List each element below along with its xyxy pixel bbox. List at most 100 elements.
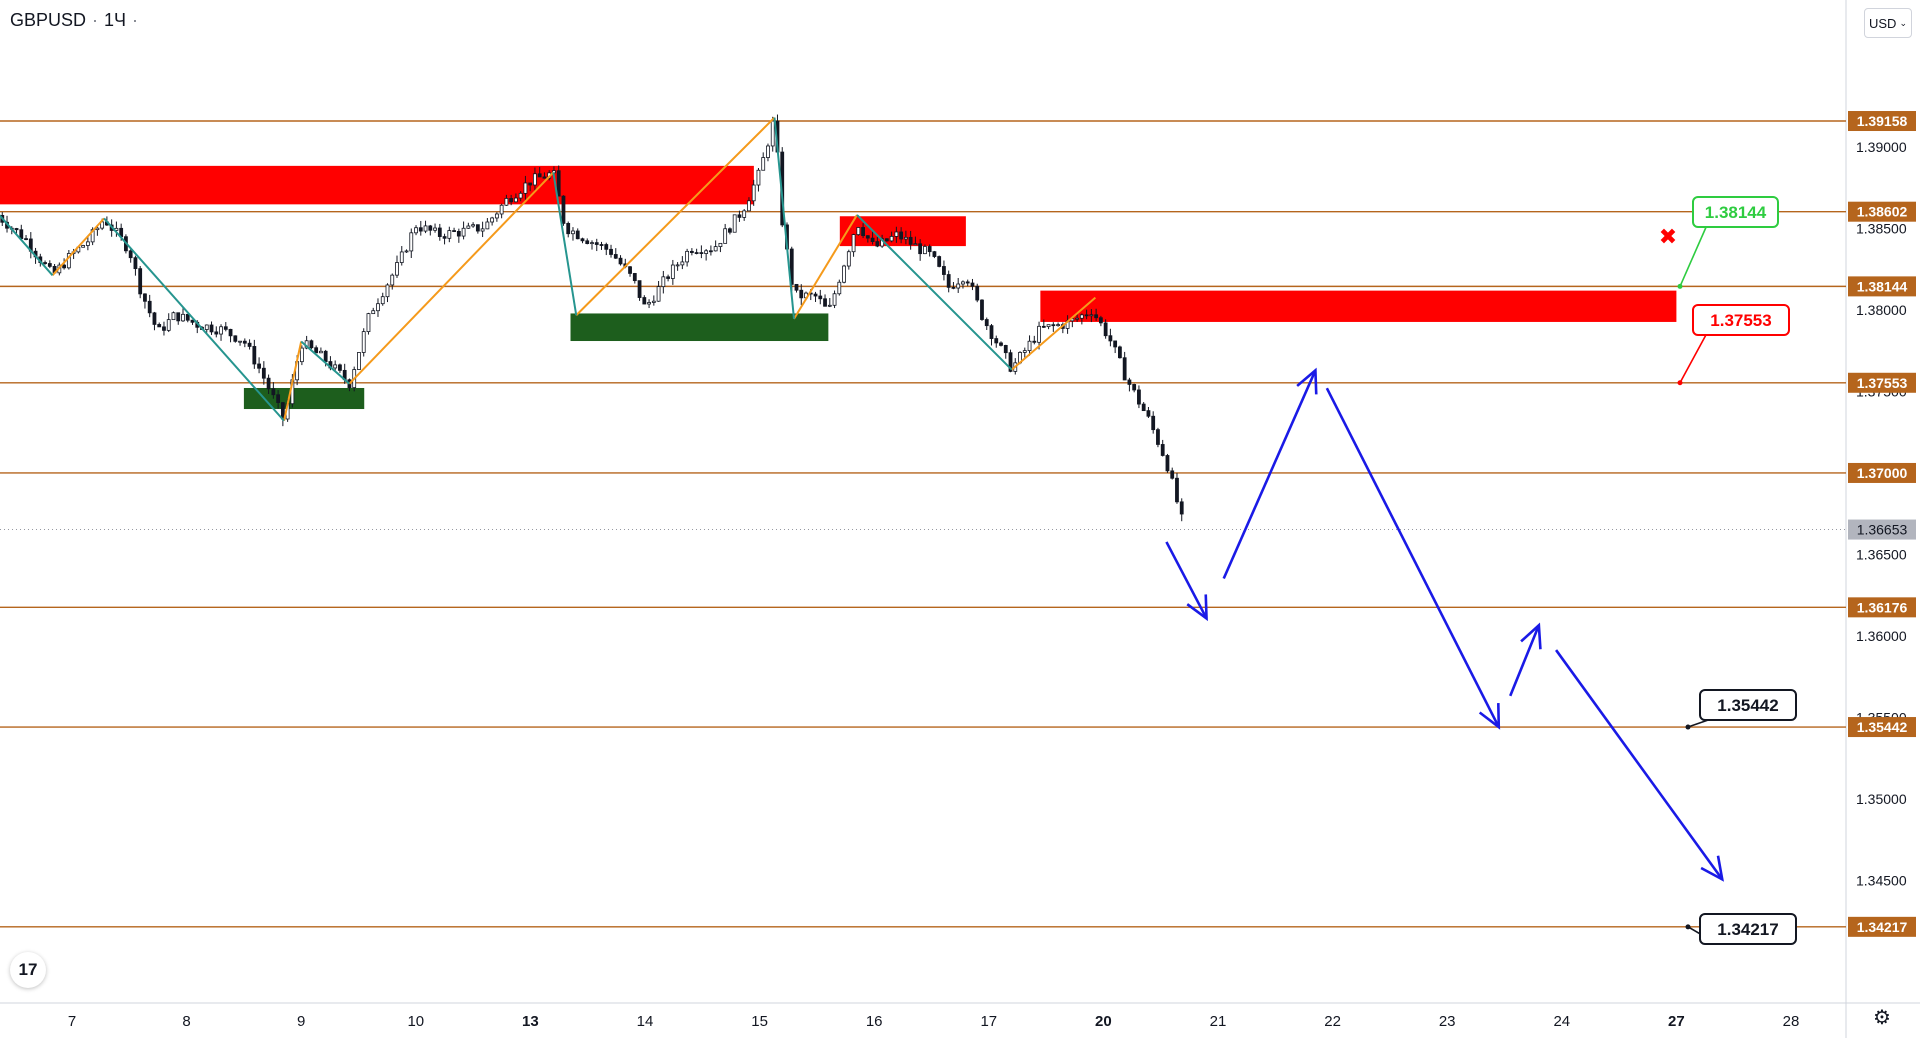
time-tick-label: 13 — [522, 1013, 539, 1030]
candle-body — [1141, 403, 1146, 412]
timeframe-label[interactable]: 1Ч — [104, 10, 127, 30]
candle-body — [447, 230, 452, 239]
candle-body — [1165, 455, 1170, 472]
candle-body — [14, 228, 19, 231]
candle-body — [81, 245, 86, 248]
candle-body — [504, 198, 509, 206]
target-callout-green-box — [1692, 196, 1779, 228]
candle-body — [908, 236, 913, 245]
zigzag-orange-line — [348, 171, 555, 385]
candle-body — [661, 276, 666, 288]
header-dot-icon: · — [132, 10, 139, 30]
level-label: 1.37000 — [1857, 465, 1908, 481]
candle-body — [66, 253, 71, 269]
candle-body — [613, 254, 618, 259]
candle-body — [1103, 322, 1108, 337]
projection-arrowhead — [1186, 594, 1208, 622]
target-callout-green-pointer — [1679, 224, 1708, 287]
candle-body — [494, 213, 499, 219]
candle-body — [490, 217, 495, 223]
candle-body — [642, 297, 647, 305]
candle-body — [223, 326, 228, 330]
candle-body — [1056, 324, 1060, 327]
candle-body — [333, 364, 338, 369]
target-callout-black-box — [1699, 689, 1797, 721]
candle-body — [637, 280, 642, 298]
candle-body — [361, 331, 366, 353]
projection-arrowhead — [1520, 622, 1542, 650]
candle-body — [138, 268, 143, 295]
candle-body — [309, 340, 314, 349]
candle-body — [923, 246, 927, 255]
candle-body — [628, 266, 632, 274]
candle-body — [247, 342, 252, 347]
candle-body — [314, 347, 319, 354]
tradingview-logo-icon[interactable]: 17 — [10, 952, 46, 988]
target-callout-green-label: 1.38144 — [1705, 203, 1767, 222]
candle-body — [385, 284, 390, 298]
candle-body — [271, 388, 276, 396]
level-label: 1.38602 — [1857, 204, 1908, 220]
candle-body — [718, 242, 723, 248]
level-label-bg — [1848, 717, 1916, 738]
candle-body — [1170, 470, 1175, 479]
currency-selector[interactable]: USD ⌄ — [1864, 8, 1912, 38]
candle-body — [1127, 379, 1132, 385]
symbol-header[interactable]: GBPUSD · 1Ч · — [10, 10, 144, 31]
candle-body — [185, 313, 190, 321]
candle-body — [176, 312, 181, 322]
candle-body — [85, 241, 90, 246]
candle-body — [604, 244, 609, 250]
target-callout-red-label: 1.37553 — [1710, 311, 1771, 330]
candle-body — [171, 312, 176, 321]
candle-body — [466, 225, 471, 229]
candle-body — [951, 286, 956, 289]
level-label-bg — [1848, 111, 1916, 132]
candle-body — [932, 251, 937, 257]
candle-body — [770, 120, 775, 147]
candle-body — [147, 300, 152, 314]
candle-body — [1075, 317, 1079, 320]
candle-body — [1122, 357, 1127, 381]
candle-body — [1132, 384, 1137, 391]
time-tick-label: 22 — [1324, 1013, 1341, 1030]
time-tick-label: 7 — [68, 1013, 76, 1030]
time-tick-label: 20 — [1095, 1013, 1112, 1030]
candle-body — [257, 363, 261, 369]
candle-body — [181, 313, 185, 322]
candle-body — [870, 237, 875, 242]
demand-zone — [570, 313, 829, 342]
candle-body — [404, 250, 409, 253]
candle-body — [1008, 352, 1013, 372]
candle-body — [571, 230, 575, 235]
candle-body — [789, 248, 794, 285]
candle-body — [133, 257, 138, 270]
candle-body — [856, 227, 861, 235]
candle-body — [651, 300, 656, 303]
candle-body — [1137, 389, 1141, 405]
candle-body — [618, 257, 623, 265]
candle-body — [537, 173, 542, 178]
target-callout-red-box — [1692, 304, 1790, 336]
candle-body — [209, 324, 214, 333]
candle-body — [766, 145, 770, 158]
candle-body — [357, 352, 361, 370]
candle-body — [433, 227, 437, 231]
level-label: 1.34217 — [1857, 919, 1908, 935]
chevron-down-icon: ⌄ — [1899, 17, 1907, 28]
candle-body — [946, 274, 951, 288]
candle-body — [609, 248, 613, 255]
level-label: 1.37553 — [1857, 375, 1908, 391]
candle-body — [937, 256, 942, 267]
gear-icon[interactable]: ⚙ — [1870, 1005, 1894, 1029]
candle-body — [913, 243, 918, 246]
candle-body — [585, 240, 590, 245]
supply-zone — [0, 165, 754, 205]
candle-body — [865, 235, 870, 239]
candle-body — [861, 227, 865, 237]
target-callout-black-dot — [1685, 924, 1691, 930]
target-callout-black-label: 1.35442 — [1717, 696, 1778, 715]
candle-body — [699, 252, 704, 254]
candle-body — [580, 238, 585, 242]
